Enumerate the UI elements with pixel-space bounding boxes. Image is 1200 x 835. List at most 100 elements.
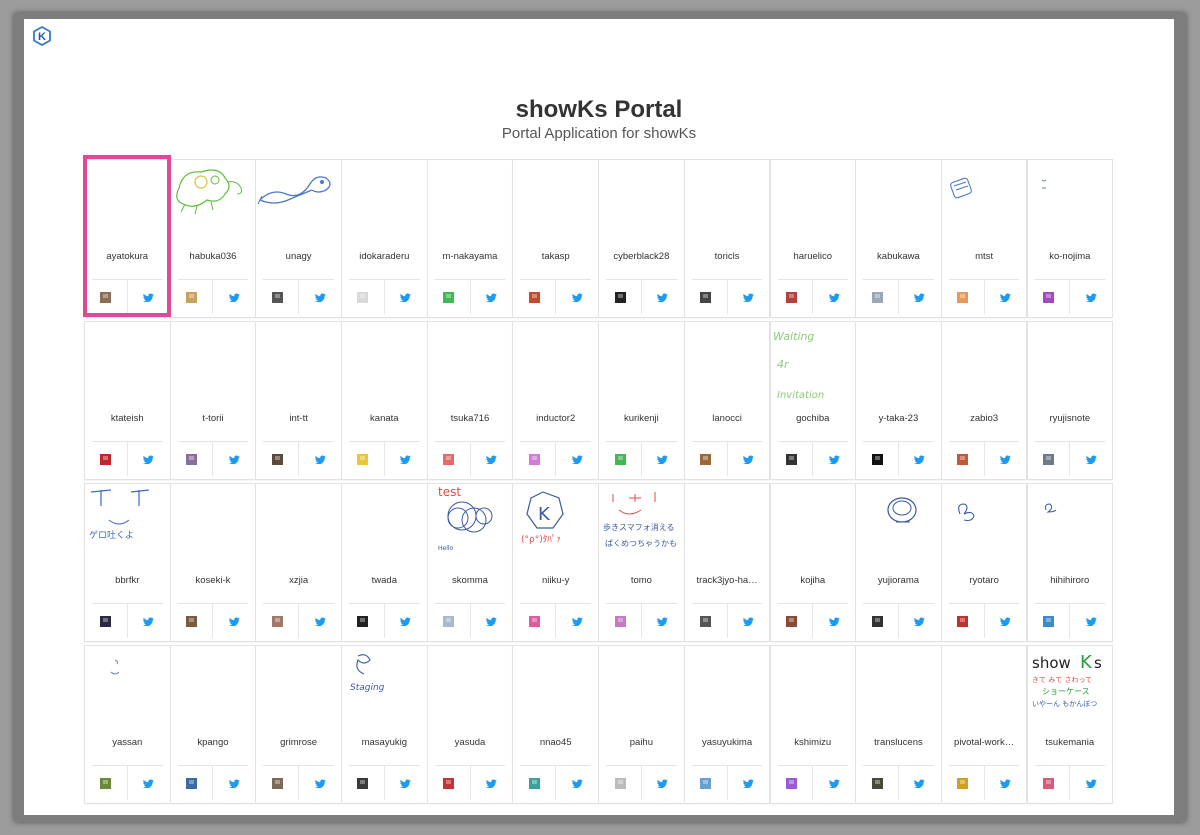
user-card[interactable]: kanata: [342, 322, 427, 479]
user-card[interactable]: lanocci: [684, 322, 770, 479]
user-card[interactable]: zabio3: [941, 322, 1027, 479]
twitter-link[interactable]: [812, 442, 855, 476]
twitter-link[interactable]: [555, 766, 598, 800]
twitter-link[interactable]: [555, 280, 598, 314]
user-card[interactable]: grimrose: [256, 646, 341, 803]
twitter-link[interactable]: [897, 442, 941, 476]
twitter-link[interactable]: [1069, 442, 1112, 476]
user-card[interactable]: kshimizu: [770, 646, 855, 803]
github-avatar-link[interactable]: [256, 766, 298, 800]
twitter-link[interactable]: [983, 442, 1027, 476]
github-avatar-link[interactable]: [771, 280, 813, 314]
user-card[interactable]: ayatokura: [85, 160, 170, 317]
twitter-link[interactable]: [1069, 604, 1112, 638]
user-card[interactable]: kpango: [170, 646, 256, 803]
github-avatar-link[interactable]: [85, 766, 127, 800]
twitter-link[interactable]: [298, 280, 341, 314]
user-card[interactable]: Staging masayukig: [342, 646, 427, 803]
user-card[interactable]: idokaraderu: [342, 160, 427, 317]
github-avatar-link[interactable]: [85, 280, 127, 314]
github-avatar-link[interactable]: [599, 766, 641, 800]
twitter-link[interactable]: [298, 766, 341, 800]
twitter-link[interactable]: [897, 280, 941, 314]
github-avatar-link[interactable]: [685, 766, 727, 800]
user-card[interactable]: takasp: [513, 160, 598, 317]
github-avatar-link[interactable]: [428, 280, 470, 314]
github-avatar-link[interactable]: [685, 280, 727, 314]
user-card[interactable]: y-taka-23: [856, 322, 941, 479]
user-card[interactable]: xzjia: [256, 484, 341, 641]
user-card[interactable]: 歩きスマフォ消える ばくめつちゃうかも tomo: [599, 484, 684, 641]
github-avatar-link[interactable]: [856, 280, 898, 314]
user-card[interactable]: mtst: [941, 160, 1027, 317]
user-card[interactable]: K (°ρ°)ﾀﾊﾟｧ niiku-y: [513, 484, 598, 641]
github-avatar-link[interactable]: [171, 280, 213, 314]
twitter-link[interactable]: [555, 604, 598, 638]
user-card[interactable]: kojiha: [770, 484, 855, 641]
twitter-link[interactable]: [469, 280, 513, 314]
user-card[interactable]: koseki-k: [170, 484, 256, 641]
github-avatar-link[interactable]: [428, 604, 470, 638]
user-card[interactable]: hihihiroro: [1027, 484, 1113, 641]
github-avatar-link[interactable]: [1028, 280, 1070, 314]
twitter-link[interactable]: [212, 442, 255, 476]
github-avatar-link[interactable]: [342, 442, 384, 476]
user-card[interactable]: m-nakayama: [427, 160, 513, 317]
user-card[interactable]: twada: [342, 484, 427, 641]
github-avatar-link[interactable]: [685, 604, 727, 638]
github-avatar-link[interactable]: [1028, 442, 1070, 476]
github-avatar-link[interactable]: [599, 442, 641, 476]
user-card[interactable]: habuka036: [170, 160, 256, 317]
github-avatar-link[interactable]: [942, 766, 984, 800]
twitter-link[interactable]: [212, 604, 255, 638]
twitter-link[interactable]: [555, 442, 598, 476]
user-card[interactable]: track3jyo-ha…: [684, 484, 770, 641]
user-card[interactable]: ゲロ吐くよ bbrfkr: [85, 484, 170, 641]
github-avatar-link[interactable]: [1028, 766, 1070, 800]
twitter-link[interactable]: [812, 604, 855, 638]
user-card[interactable]: Waiting 4r Invitation gochiba: [770, 322, 855, 479]
user-card[interactable]: ryotaro: [941, 484, 1027, 641]
twitter-link[interactable]: [640, 280, 684, 314]
github-avatar-link[interactable]: [856, 442, 898, 476]
github-avatar-link[interactable]: [1028, 604, 1070, 638]
github-avatar-link[interactable]: [256, 280, 298, 314]
user-card[interactable]: toricls: [684, 160, 770, 317]
github-avatar-link[interactable]: [771, 442, 813, 476]
twitter-link[interactable]: [726, 280, 770, 314]
github-avatar-link[interactable]: [942, 442, 984, 476]
user-card[interactable]: yujiorama: [856, 484, 941, 641]
user-card[interactable]: tsuka716: [427, 322, 513, 479]
k-logo-icon[interactable]: K: [32, 26, 52, 46]
user-card[interactable]: kabukawa: [856, 160, 941, 317]
twitter-link[interactable]: [640, 766, 684, 800]
user-card[interactable]: inductor2: [513, 322, 598, 479]
twitter-link[interactable]: [983, 766, 1027, 800]
github-avatar-link[interactable]: [856, 604, 898, 638]
twitter-link[interactable]: [212, 280, 255, 314]
github-avatar-link[interactable]: [513, 280, 555, 314]
github-avatar-link[interactable]: [342, 604, 384, 638]
user-card[interactable]: yasuyukima: [684, 646, 770, 803]
twitter-link[interactable]: [469, 766, 513, 800]
twitter-link[interactable]: [469, 604, 513, 638]
github-avatar-link[interactable]: [428, 766, 470, 800]
twitter-link[interactable]: [640, 604, 684, 638]
github-avatar-link[interactable]: [171, 766, 213, 800]
twitter-link[interactable]: [897, 766, 941, 800]
twitter-link[interactable]: [983, 604, 1027, 638]
github-avatar-link[interactable]: [771, 604, 813, 638]
user-card[interactable]: yasuda: [427, 646, 513, 803]
user-card[interactable]: cyberblack28: [599, 160, 684, 317]
twitter-link[interactable]: [812, 280, 855, 314]
twitter-link[interactable]: [1069, 766, 1112, 800]
user-card[interactable]: haruelico: [770, 160, 855, 317]
twitter-link[interactable]: [726, 766, 770, 800]
github-avatar-link[interactable]: [856, 766, 898, 800]
github-avatar-link[interactable]: [685, 442, 727, 476]
twitter-link[interactable]: [726, 442, 770, 476]
twitter-link[interactable]: [1069, 280, 1112, 314]
twitter-link[interactable]: [126, 604, 170, 638]
user-card[interactable]: yassan: [85, 646, 170, 803]
